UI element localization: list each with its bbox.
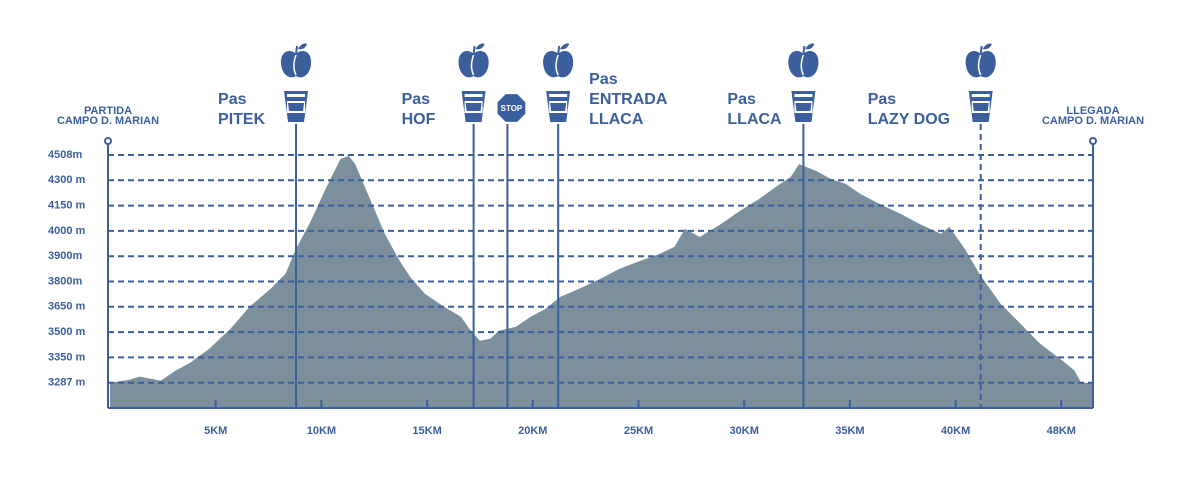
y-tick-label: 3350 m bbox=[48, 351, 86, 363]
apple-icon bbox=[543, 43, 574, 78]
cup-water bbox=[550, 103, 567, 111]
apple-body bbox=[280, 51, 312, 78]
x-tick-label: 10KM bbox=[307, 425, 336, 437]
cup-rim bbox=[464, 94, 483, 97]
waypoint-label: PITEK bbox=[218, 111, 266, 128]
cup-water bbox=[465, 103, 482, 111]
waypoint-label: LLACA bbox=[727, 111, 782, 128]
x-tick-label: 15KM bbox=[412, 425, 441, 437]
apple-body bbox=[788, 51, 819, 78]
cup-water bbox=[972, 103, 989, 111]
waypoint-label: ENTRADA bbox=[589, 91, 668, 108]
waypoint-label: Pas bbox=[218, 91, 247, 108]
y-tick-label: 4150 m bbox=[48, 200, 86, 212]
apple-stem bbox=[557, 45, 561, 55]
apple-leaf bbox=[475, 43, 485, 50]
cup-icon bbox=[968, 91, 993, 122]
x-tick-label: 20KM bbox=[518, 425, 547, 437]
y-tick-label: 4000 m bbox=[48, 225, 86, 237]
waypoint-label: Pas bbox=[868, 91, 897, 108]
start-label: CAMPO D. MARIAN bbox=[57, 115, 159, 127]
apple-body bbox=[543, 51, 574, 78]
cup-rim bbox=[549, 94, 568, 97]
apple-crease bbox=[293, 54, 297, 76]
waypoint-label: Pas bbox=[402, 91, 431, 108]
finish-label: CAMPO D. MARIAN bbox=[1042, 115, 1144, 127]
y-tick-label: 3650 m bbox=[48, 301, 86, 313]
y-tick-label: 4300 m bbox=[48, 174, 86, 186]
cup-icon bbox=[546, 91, 571, 122]
apple-crease bbox=[977, 54, 982, 76]
apple-stem bbox=[295, 45, 299, 55]
y-tick-label: 3900m bbox=[48, 250, 82, 262]
x-tick-label: 35KM bbox=[835, 425, 864, 437]
apple-body bbox=[458, 51, 489, 78]
apple-crease bbox=[800, 54, 805, 76]
cup-water bbox=[288, 103, 305, 111]
waypoint-label: LAZY DOG bbox=[868, 111, 950, 128]
cup-icon bbox=[791, 91, 816, 122]
apple-crease bbox=[470, 54, 475, 76]
stop-sign bbox=[497, 94, 526, 122]
y-tick-label: 3287 m bbox=[48, 377, 86, 389]
apple-leaf bbox=[560, 43, 570, 50]
waypoint-label: HOF bbox=[402, 111, 436, 128]
cup-icon bbox=[284, 91, 309, 122]
stop-sign-text: STOP bbox=[501, 104, 523, 113]
finish-label: LLEGADA bbox=[1066, 105, 1119, 117]
apple-leaf bbox=[298, 43, 308, 50]
apple-body bbox=[965, 51, 996, 78]
cup-icon bbox=[461, 91, 486, 122]
apple-stem bbox=[472, 45, 476, 55]
apple-icon bbox=[280, 43, 312, 78]
cup-rim bbox=[971, 94, 990, 97]
apple-crease bbox=[555, 54, 559, 76]
cup-rim bbox=[287, 94, 306, 97]
start-label: PARTIDA bbox=[84, 105, 132, 117]
waypoint-label: LLACA bbox=[589, 111, 644, 128]
x-tick-label: 40KM bbox=[941, 425, 970, 437]
cup-rim bbox=[794, 94, 813, 97]
apple-icon bbox=[965, 43, 996, 78]
waypoint-label: Pas bbox=[727, 91, 756, 108]
y-tick-label: 4508m bbox=[48, 149, 82, 161]
apple-stem bbox=[802, 45, 806, 55]
x-tick-label: 48KM bbox=[1047, 425, 1076, 437]
y-tick-label: 3500 m bbox=[48, 326, 86, 338]
apple-icon bbox=[788, 43, 819, 78]
apple-icon bbox=[458, 43, 489, 78]
apple-stem bbox=[979, 45, 983, 55]
apple-leaf bbox=[805, 43, 815, 50]
y-tick-label: 3800m bbox=[48, 275, 82, 287]
apple-leaf bbox=[982, 43, 992, 50]
waypoint-label: Pas bbox=[589, 71, 618, 88]
cup-water bbox=[795, 103, 812, 111]
x-tick-label: 25KM bbox=[624, 425, 653, 437]
axis-end-dot bbox=[1089, 137, 1097, 145]
axis-end-dot bbox=[104, 137, 112, 145]
x-tick-label: 5KM bbox=[204, 425, 227, 437]
x-tick-label: 30KM bbox=[730, 425, 759, 437]
